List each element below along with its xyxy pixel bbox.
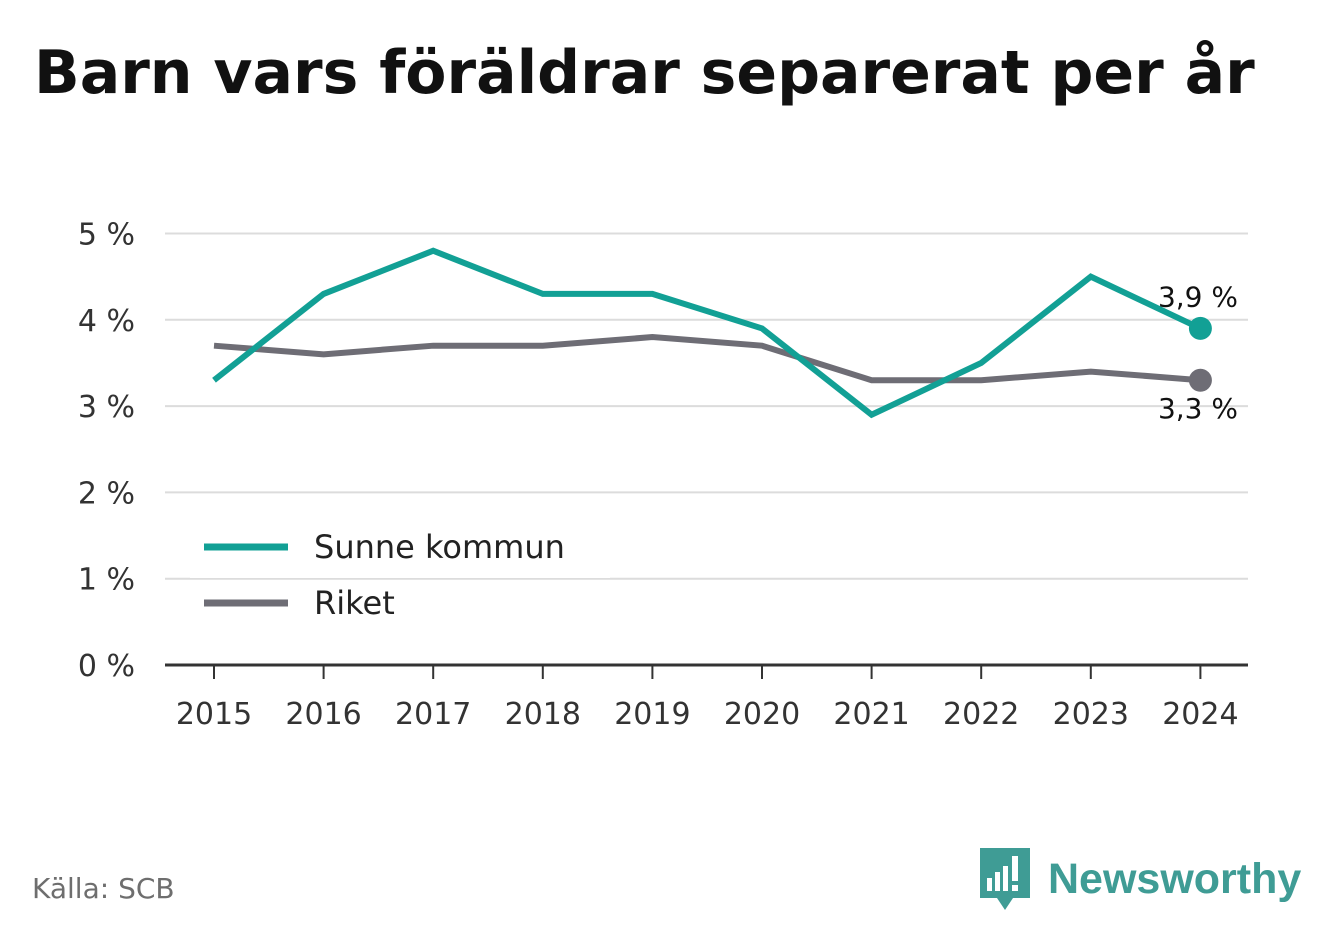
- x-tick-label: 2023: [1053, 697, 1129, 732]
- end-value-label: 3,3 %: [1158, 392, 1238, 425]
- x-tick-label: 2017: [395, 697, 471, 732]
- gridlines: [165, 232, 1248, 580]
- x-tick-label: 2015: [176, 697, 252, 732]
- end-value-label: 3,9 %: [1158, 280, 1238, 313]
- x-tick-label: 2019: [614, 697, 690, 732]
- series-line: [213, 334, 1201, 384]
- legend-label: Riket: [314, 584, 395, 622]
- x-tick-label: 2020: [724, 697, 800, 732]
- newsworthy-logo-icon: [980, 848, 1030, 910]
- x-tick-label: 2021: [833, 697, 909, 732]
- series-lines: 3,9 % 3,3 %: [212, 247, 1238, 425]
- x-tick-label: 2018: [505, 697, 581, 732]
- y-tick-label: 5 %: [78, 218, 135, 253]
- axes: 0 % 1 % 2 % 3 % 4 % 5 % 2015 2016 2017 2018 2019 20…: [78, 218, 1248, 732]
- x-tick-label: 2016: [285, 697, 361, 732]
- chart-title: Barn vars föräldrar separerat per år: [34, 38, 1255, 108]
- y-tick-label: 4 %: [78, 304, 135, 339]
- end-point-marker: [1188, 316, 1212, 340]
- x-tick-label: 2024: [1162, 697, 1238, 732]
- y-tick-label: 2 %: [78, 476, 135, 511]
- line-chart: 0 % 1 % 2 % 3 % 4 % 5 % 2015 2016 2017 2018 2019 20…: [78, 218, 1248, 732]
- end-point-marker: [1188, 368, 1212, 392]
- series-line: [212, 247, 1202, 419]
- brand-logo[interactable]: Newsworthy: [980, 848, 1301, 910]
- brand-name: Newsworthy: [1048, 854, 1302, 903]
- legend-label: Sunne kommun: [314, 528, 565, 566]
- y-tick-label: 0 %: [78, 649, 135, 684]
- y-tick-label: 1 %: [78, 563, 135, 598]
- legend: Sunne kommun Riket: [190, 518, 610, 622]
- y-tick-label: 3 %: [78, 390, 135, 425]
- source-note: Källa: SCB: [32, 872, 175, 905]
- x-tick-label: 2022: [943, 697, 1019, 732]
